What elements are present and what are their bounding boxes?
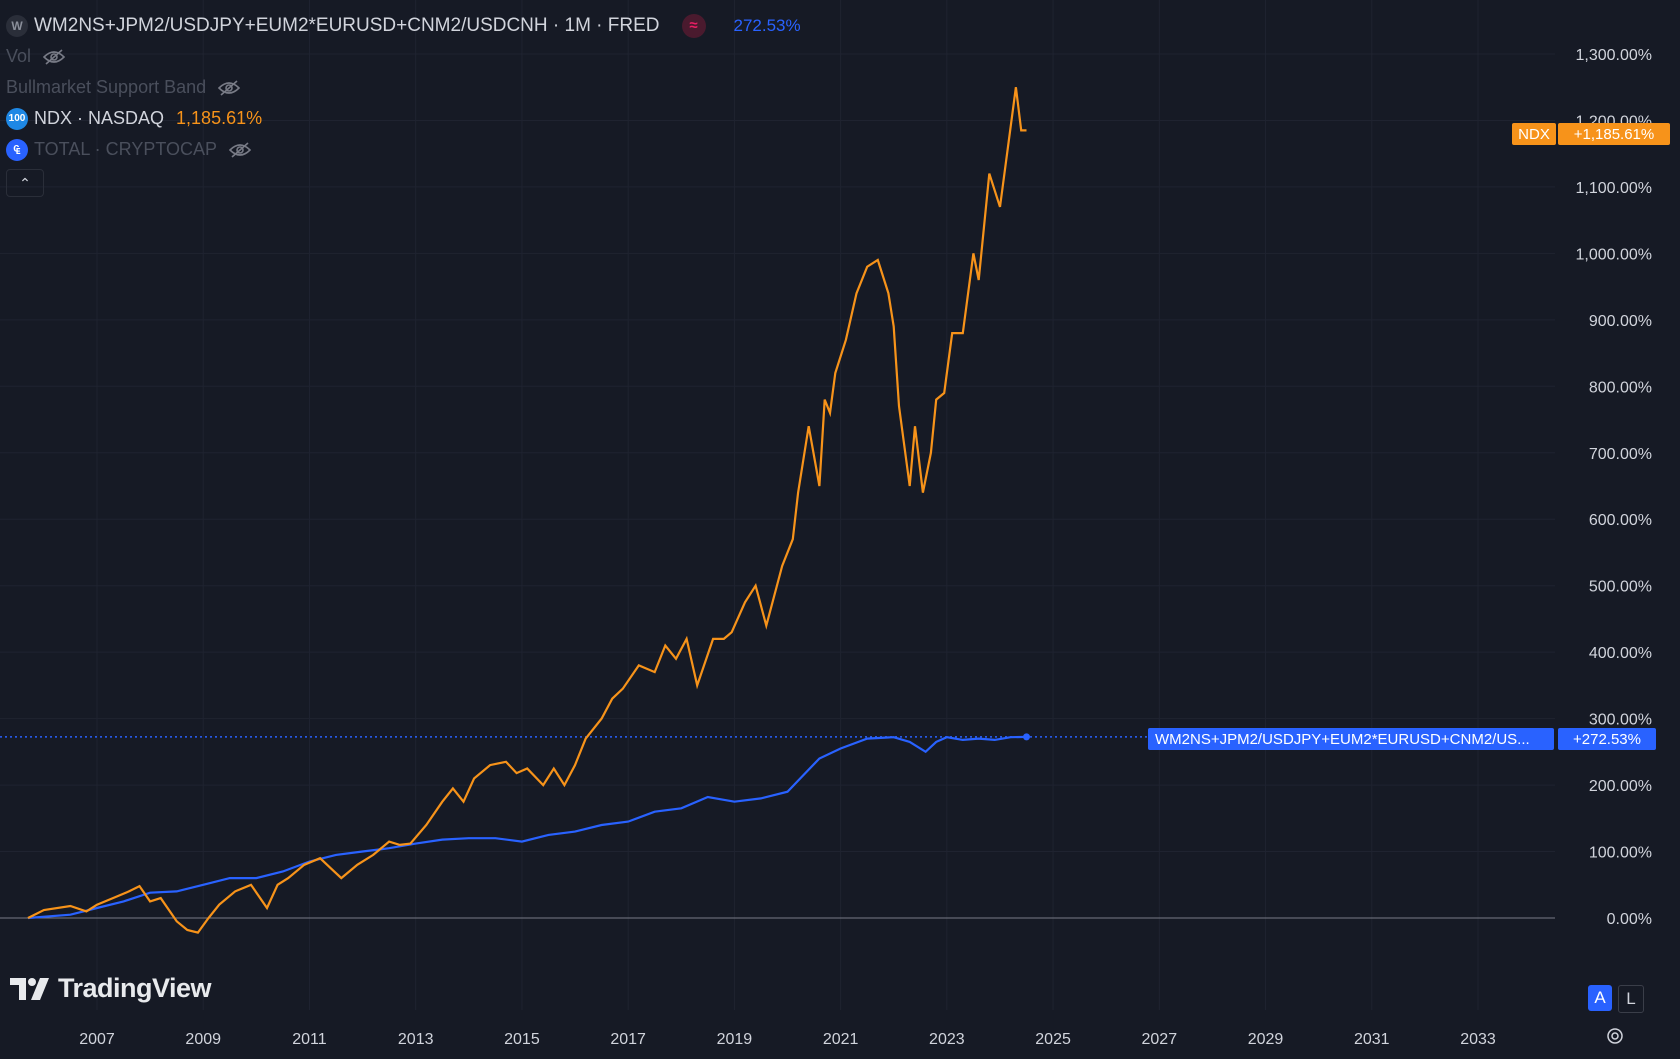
log-scale-button[interactable]: L: [1618, 985, 1644, 1013]
y-tick-label: 100.00%: [1589, 845, 1652, 862]
ndx-price-label-value-bg: [1558, 123, 1670, 145]
vertical-gridlines: [96, 0, 1479, 1010]
x-tick-label: 2031: [1354, 1031, 1390, 1048]
x-tick-label: 2017: [610, 1031, 646, 1048]
m2-price-label-value-bg: [1558, 728, 1656, 750]
legend-main-series[interactable]: W WM2NS+JPM2/USDJPY+EUM2*EURUSD+CNM2/USD…: [6, 10, 801, 41]
auto-scale-button[interactable]: A: [1588, 985, 1612, 1011]
legend-vol[interactable]: Vol: [6, 41, 801, 72]
x-tick-label: 2019: [717, 1031, 753, 1048]
m2-price-label-value: +272.53%: [1573, 731, 1641, 748]
x-tick-label: 2033: [1460, 1031, 1496, 1048]
y-tick-label: 800.00%: [1589, 379, 1652, 396]
legend-indicator[interactable]: Bullmarket Support Band: [6, 72, 801, 103]
chevron-up-icon: ⌃: [19, 174, 31, 191]
x-tick-label: 2023: [929, 1031, 965, 1048]
m2-price-label: WM2NS+JPM2/USDJPY+EUM2*EURUSD+CNM2/US...…: [1148, 728, 1656, 750]
series-end-dot-m2: [1023, 733, 1031, 741]
series-line-m2: [27, 735, 1027, 920]
symbol-w-icon: W: [6, 14, 28, 37]
series-line-ndx: [27, 87, 1027, 934]
x-tick-label: 2015: [504, 1031, 540, 1048]
ndx-label[interactable]: NDX · NASDAQ: [34, 108, 165, 128]
m2-price-label-name-bg: [1148, 728, 1554, 750]
main-symbol-value: 272.53%: [733, 15, 801, 35]
x-tick-label: 2025: [1035, 1031, 1071, 1048]
ndx-price-label-value: +1,185.61%: [1574, 126, 1655, 143]
y-tick-label: 500.00%: [1589, 579, 1652, 596]
settings-gear-icon[interactable]: [1605, 1026, 1625, 1046]
total-label: TOTAL · CRYPTOCAP: [34, 139, 218, 159]
m2-price-label-name: WM2NS+JPM2/USDJPY+EUM2*EURUSD+CNM2/US...: [1155, 731, 1530, 748]
y-tick-label: 200.00%: [1589, 778, 1652, 795]
x-tick-label: 2011: [292, 1031, 327, 1048]
y-tick-label: 400.00%: [1589, 645, 1652, 662]
y-tick-label: 0.00%: [1607, 911, 1652, 928]
ndx-price-label-name: NDX: [1518, 126, 1550, 143]
tradingview-logo-icon: [10, 977, 49, 1000]
x-axis[interactable]: 2007 2009 2011 2013 2015 2017 2019 2021 2023 2025…: [79, 1031, 1496, 1048]
y-tick-label: 1,100.00%: [1575, 180, 1652, 197]
x-tick-label: 2029: [1248, 1031, 1284, 1048]
x-tick-label: 2021: [823, 1031, 859, 1048]
x-tick-label: 2007: [79, 1031, 115, 1048]
horizontal-gridlines: [0, 53, 1555, 853]
indicator-label: Bullmarket Support Band: [6, 77, 207, 97]
y-tick-label: 700.00%: [1589, 446, 1652, 463]
legend-total[interactable]: ₠ TOTAL · CRYPTOCAP: [6, 134, 801, 165]
x-tick-label: 2013: [398, 1031, 434, 1048]
ndx-100-icon: 100: [6, 107, 28, 130]
ndx-price-label-name-bg: [1512, 123, 1556, 145]
y-tick-label: 600.00%: [1589, 512, 1652, 529]
ndx-price-label: NDX +1,185.61%: [1512, 123, 1670, 145]
y-tick-label: 300.00%: [1589, 712, 1652, 729]
y-axis[interactable]: 0.00% 100.00% 200.00% 300.00% 400.00% 500.00%…: [1575, 47, 1652, 928]
x-tick-label: 2009: [185, 1031, 221, 1048]
eye-off-icon[interactable]: [229, 141, 252, 158]
wave-indicator-icon[interactable]: ≈: [681, 13, 706, 38]
tradingview-logo-text: TradingView: [58, 973, 212, 1003]
x-tick-label: 2027: [1142, 1031, 1178, 1048]
eye-off-icon[interactable]: [218, 79, 241, 96]
tradingview-logo[interactable]: TradingView: [10, 973, 212, 1004]
ndx-value: 1,185.61%: [176, 108, 263, 128]
legend-ndx[interactable]: 100 NDX · NASDAQ 1,185.61%: [6, 103, 801, 134]
eye-off-icon[interactable]: [43, 48, 66, 65]
main-symbol-title[interactable]: WM2NS+JPM2/USDJPY+EUM2*EURUSD+CNM2/USDCN…: [34, 14, 660, 36]
y-tick-label: 1,300.00%: [1575, 47, 1652, 64]
collapse-legend-button[interactable]: ⌃: [6, 169, 44, 197]
vol-label: Vol: [6, 46, 32, 66]
cryptocap-icon: ₠: [6, 138, 28, 161]
legend: W WM2NS+JPM2/USDJPY+EUM2*EURUSD+CNM2/USD…: [6, 10, 801, 197]
y-tick-label: 1,000.00%: [1575, 246, 1652, 263]
y-tick-label: 900.00%: [1589, 313, 1652, 330]
